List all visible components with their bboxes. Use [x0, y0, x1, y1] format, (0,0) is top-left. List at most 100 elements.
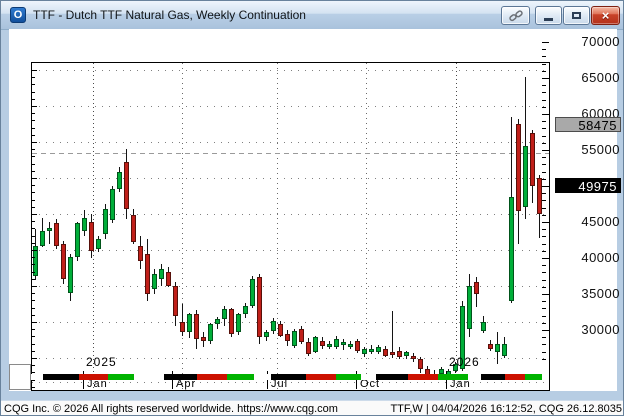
y-axis-label: 55000 [581, 142, 620, 157]
month-tick [267, 371, 268, 389]
price-tick-right [542, 85, 546, 86]
app-icon[interactable]: O [10, 7, 26, 23]
minimize-button[interactable] [535, 6, 562, 25]
year-label: 2025 [86, 355, 117, 369]
candle [453, 364, 458, 371]
price-tick-left [32, 351, 35, 352]
y-axis-label: 65000 [581, 70, 620, 85]
y-axis-label: 45000 [581, 214, 620, 229]
candle [271, 321, 276, 331]
candle [166, 272, 171, 286]
price-tick-right [542, 121, 546, 122]
price-tick-left [32, 113, 35, 114]
price-tick-right [542, 294, 549, 295]
x-axis-strip-segment [481, 374, 505, 380]
price-tick-left [32, 92, 35, 93]
x-axis-strip-segment [306, 374, 336, 380]
price-tick-left [32, 228, 35, 229]
price-tick-right [542, 49, 546, 50]
price-tick-left [32, 380, 35, 381]
price-tick-right [542, 229, 546, 230]
candle [306, 342, 311, 354]
candle [467, 286, 472, 329]
title-bar: O TTF - Dutch TTF Natural Gas, Weekly Co… [1, 1, 623, 30]
candle [516, 124, 521, 211]
candle [82, 218, 87, 231]
y-axis-label: 70000 [581, 34, 620, 49]
candle [180, 322, 185, 332]
price-tick-left [32, 264, 35, 265]
price-tick-left [32, 149, 35, 150]
price-tick-right [542, 42, 549, 43]
price-tick-left [32, 257, 35, 258]
y-axis-label: 30000 [581, 322, 620, 337]
candle [117, 172, 122, 189]
candle [222, 309, 227, 319]
x-axis-strip-segment [361, 374, 376, 380]
candle [89, 222, 94, 251]
price-tick-left [32, 372, 35, 373]
candle [495, 344, 500, 352]
candle [124, 162, 129, 209]
price-tick-right [542, 143, 546, 144]
price-tick-left [32, 84, 35, 85]
price-tick-left [32, 272, 35, 273]
price-tick-right [542, 208, 546, 209]
candle [33, 246, 38, 276]
x-axis-strip-segment [271, 374, 306, 380]
candle [292, 331, 297, 346]
price-tick-right [542, 301, 546, 302]
candle [481, 322, 486, 331]
candle [313, 337, 318, 352]
x-axis-strip-segment [525, 374, 542, 380]
candle [397, 351, 402, 357]
maximize-button[interactable] [563, 6, 590, 25]
price-tick-right [542, 78, 549, 79]
x-axis-strip-segment [254, 374, 271, 380]
candle [138, 246, 143, 261]
price-tick-right [542, 128, 546, 129]
candle [215, 319, 220, 324]
close-button[interactable]: × [591, 6, 620, 25]
candle [299, 329, 304, 342]
x-axis-strip-segment [376, 374, 408, 380]
candle [376, 347, 381, 352]
price-tick-left [32, 128, 35, 129]
price-tick-left [32, 135, 35, 136]
x-axis-strip-segment [336, 374, 361, 380]
price-tick-right [542, 236, 546, 237]
candle [334, 339, 339, 347]
y-axis-label: 35000 [581, 286, 620, 301]
candle [383, 349, 388, 356]
price-tick-left [32, 250, 37, 251]
candle [250, 279, 255, 306]
price-tick-left [32, 308, 35, 309]
candle [236, 314, 241, 332]
x-axis-strip-segment [505, 374, 525, 380]
price-tick-left [32, 322, 37, 323]
price-tick-right [542, 344, 546, 345]
price-gridline [32, 178, 549, 179]
candle-wick [49, 222, 50, 244]
price-tick-right [542, 222, 549, 223]
price-gridline [32, 286, 549, 287]
price-tick-right [542, 337, 546, 338]
candle [152, 274, 157, 289]
link-button[interactable] [501, 6, 530, 25]
price-tick-left [32, 99, 35, 100]
price-tick-right [542, 193, 546, 194]
price-tick-left [32, 156, 35, 157]
price-tick-left [32, 164, 35, 165]
price-gridline [32, 106, 549, 107]
price-gridline [32, 142, 549, 143]
price-tick-left [32, 365, 35, 366]
chart-plot-area[interactable] [31, 62, 550, 391]
month-gridline [277, 63, 278, 390]
chart-grip[interactable] [9, 364, 31, 390]
month-label: Apr [176, 378, 197, 390]
candle [243, 306, 248, 314]
price-tick-right [542, 323, 546, 324]
price-tick-right [542, 64, 546, 65]
candle [439, 369, 444, 374]
candle [488, 344, 493, 349]
